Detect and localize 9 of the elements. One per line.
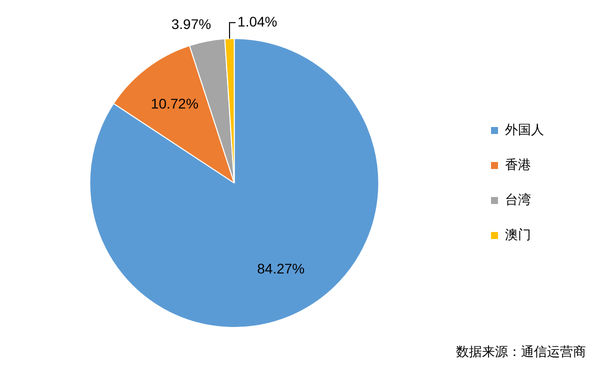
data-label: 10.72% (150, 96, 198, 112)
legend-label: 澳门 (505, 227, 531, 242)
data-label: 84.27% (257, 260, 305, 276)
legend-label: 台湾 (505, 192, 531, 208)
source-note: 数据来源：通信运营商 (456, 344, 586, 360)
legend-label: 香港 (505, 157, 531, 172)
data-label: 1.04% (238, 13, 278, 30)
data-label: 3.97% (171, 16, 212, 32)
legend-label: 外国人 (505, 122, 544, 138)
